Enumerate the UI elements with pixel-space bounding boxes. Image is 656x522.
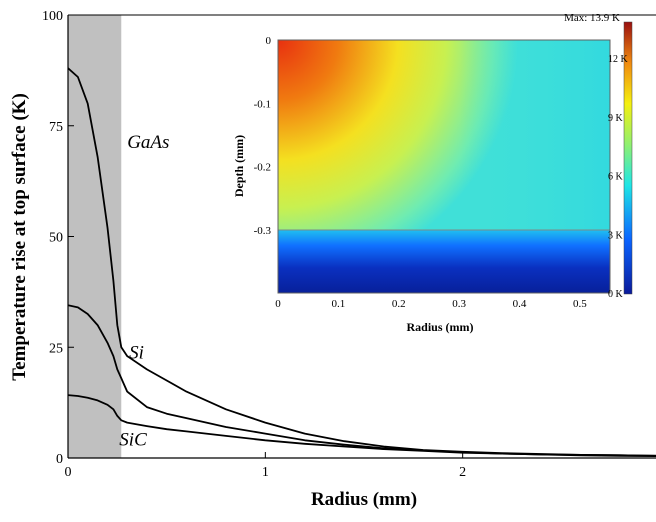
y-tick-label: 75 (49, 120, 63, 135)
x-tick-label: 2 (459, 465, 466, 480)
inset-x-tick-label: 0.4 (513, 298, 527, 310)
y-tick-label: 0 (56, 452, 63, 467)
colorbar-max-label: Max: 13.9 K (564, 12, 620, 24)
inset-x-tick-label: 0 (275, 298, 281, 310)
inset-x-tick-label: 0.5 (573, 298, 587, 310)
curve-labels: GaAs Si SiC (119, 132, 169, 451)
y-tick-label: 25 (49, 341, 63, 356)
main-axes (67, 14, 656, 459)
colorbar-tick-label: 3 K (608, 230, 624, 241)
inset-x-tick-label: 0.1 (331, 298, 345, 310)
colorbar-tick-label: 6 K (608, 172, 624, 183)
curve-label-si: Si (129, 342, 144, 363)
curve-label-sic: SiC (119, 430, 147, 451)
heatmap-film-edge (278, 40, 610, 230)
colorbar-ticks: 12 K 9 K 6 K 3 K 0 K (608, 54, 629, 300)
colorbar-tick-label: 12 K (608, 54, 629, 65)
inset-y-tick-label: -0.3 (254, 225, 272, 237)
inset-ticks: 0 0.1 0.2 0.3 0.4 0.5 0 -0.1 -0.2 -0.3 (254, 35, 588, 310)
inset-x-title: Radius (mm) (406, 320, 473, 334)
inset-y-tick-label: -0.2 (254, 162, 271, 174)
y-axis-title: Temperature rise at top surface (K) (9, 93, 30, 381)
main-curves (68, 67, 656, 458)
y-tick-label: 50 (49, 231, 63, 246)
curve-label-gaas: GaAs (127, 132, 169, 153)
heatmap-field (277, 39, 611, 294)
x-axis-title: Radius (mm) (311, 489, 417, 510)
colorbar (623, 21, 633, 295)
heatmap-frame (277, 39, 611, 294)
main-tick-labels: 01230255075100 (42, 9, 466, 480)
colorbar-tick-label: 9 K (608, 113, 624, 124)
y-tick-label: 100 (42, 9, 63, 24)
heatmap-substrate (278, 230, 610, 293)
shaded-region (68, 15, 122, 458)
colorbar-tick-label: 0 K (608, 289, 624, 300)
main-plot: 01230255075100 Radius (mm) Temperature r… (9, 9, 656, 510)
inset-x-tick-label: 0.3 (452, 298, 466, 310)
inset-y-tick-label: 0 (266, 35, 272, 47)
x-tick-label: 1 (262, 465, 269, 480)
inset-y-tick-label: -0.1 (254, 98, 271, 110)
inset-y-title: Depth (mm) (232, 135, 246, 197)
x-tick-label: 0 (65, 465, 72, 480)
inset-x-tick-label: 0.2 (392, 298, 406, 310)
inset-heatmap: 0 0.1 0.2 0.3 0.4 0.5 0 -0.1 -0.2 -0.3 Radius (mm… (232, 12, 654, 343)
series-line-sic (68, 394, 656, 458)
